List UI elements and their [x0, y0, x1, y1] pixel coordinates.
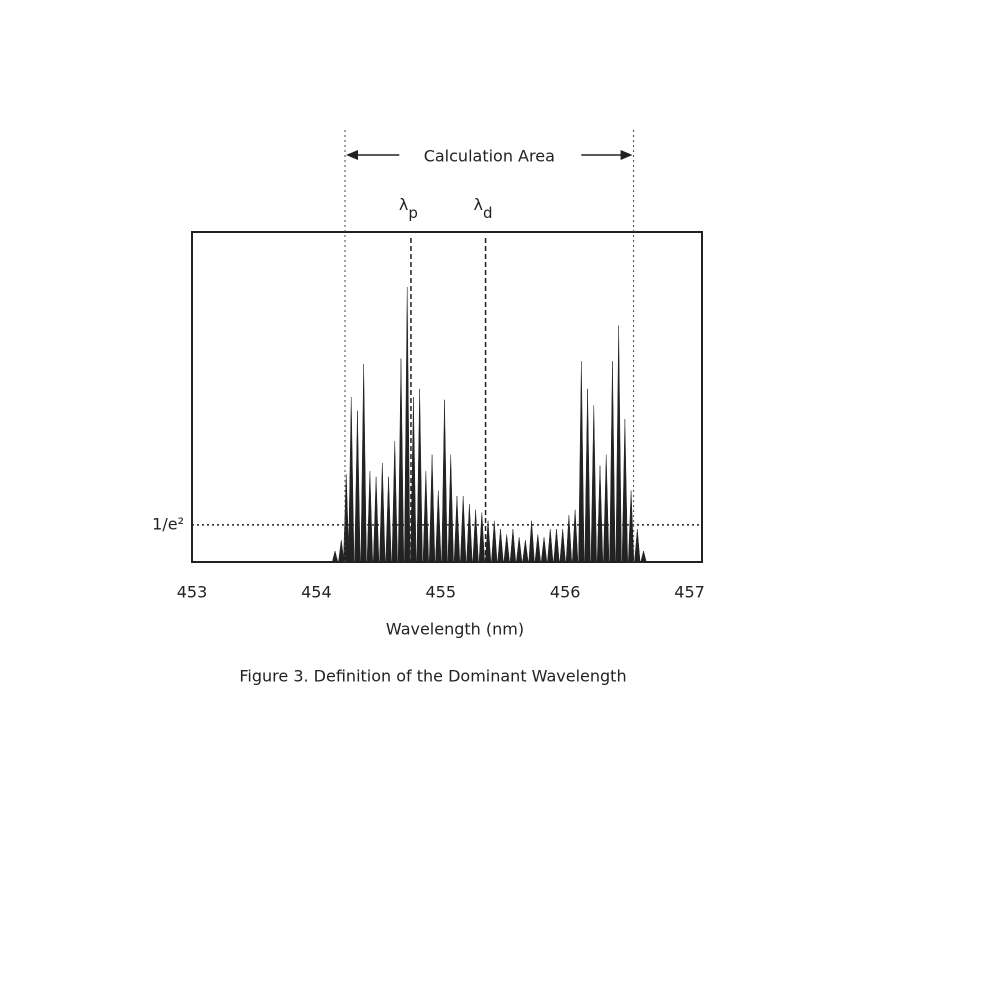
- marker-symbol: λ: [474, 195, 483, 214]
- spectral-peak: [615, 325, 622, 563]
- spectral-peak: [484, 520, 492, 563]
- spectral-peak: [590, 405, 597, 563]
- spectral-peak: [621, 418, 628, 563]
- spectral-peak: [603, 454, 610, 563]
- spectral-peak: [447, 454, 454, 563]
- spectral-peak: [478, 512, 485, 563]
- spectral-peak: [596, 465, 604, 563]
- marker-subscript: d: [483, 204, 493, 222]
- spectral-peak: [547, 528, 554, 563]
- spectral-peak: [497, 528, 504, 563]
- arrow-head: [346, 150, 358, 160]
- spectral-peak: [522, 539, 529, 563]
- arrow-head: [620, 150, 633, 160]
- spectral-peak: [397, 358, 405, 563]
- spectral-peak: [441, 399, 448, 563]
- caption: Figure 3. Definition of the Dominant Wav…: [239, 667, 626, 686]
- spectral-peak: [366, 471, 373, 563]
- calculation-area-label: Calculation Area: [424, 147, 555, 166]
- spectral-peak: [360, 363, 367, 563]
- spectral-peak: [422, 471, 429, 563]
- spectral-peak: [379, 462, 386, 563]
- spectral-peak: [472, 509, 479, 563]
- marker-symbol: λ: [399, 195, 408, 214]
- spectral-peak: [584, 388, 591, 563]
- spectral-peak: [528, 520, 535, 563]
- spectral-peak: [354, 410, 361, 563]
- spectral-peak: [429, 454, 436, 563]
- spectral-peak: [343, 473, 350, 563]
- spectral-peak: [516, 537, 523, 563]
- spectral-peak: [331, 550, 339, 563]
- spectral-peak: [373, 476, 380, 563]
- spectral-peak: [509, 528, 516, 563]
- spectral-peak: [628, 490, 635, 563]
- marker-subscript: p: [408, 204, 418, 222]
- marker-label: λp: [399, 195, 418, 222]
- spectral-peak: [578, 361, 585, 563]
- spectral-peak: [565, 515, 572, 563]
- spectral-peak: [416, 388, 423, 563]
- spectral-peak: [534, 534, 541, 563]
- x-tick-label: 457: [674, 583, 705, 602]
- spectral-peak: [503, 534, 510, 563]
- spectral-peak: [338, 539, 345, 563]
- spectral-peak: [453, 495, 461, 563]
- spectral-peak: [348, 396, 355, 563]
- y-tick-label: 1/e²: [152, 514, 184, 533]
- x-tick-label: 453: [177, 583, 208, 602]
- spectral-peak: [404, 286, 411, 563]
- x-tick-label: 454: [301, 583, 332, 602]
- spectral-peak: [634, 528, 641, 563]
- x-axis-label: Wavelength (nm): [386, 620, 524, 639]
- spectral-peak: [640, 550, 647, 563]
- spectral-peak: [410, 396, 417, 563]
- spectral-peak: [491, 520, 498, 563]
- spectral-peak: [540, 537, 548, 563]
- spectral-peak: [460, 495, 467, 563]
- spectral-peak: [466, 504, 473, 563]
- spectral-peak: [553, 528, 560, 563]
- spectral-peak: [391, 440, 398, 563]
- spectral-peak: [572, 509, 579, 563]
- spectral-peak: [609, 361, 616, 563]
- spectral-peak: [435, 490, 442, 563]
- x-tick-label: 455: [426, 583, 457, 602]
- spectral-peak: [559, 528, 566, 563]
- x-tick-label: 456: [550, 583, 581, 602]
- marker-label: λd: [474, 195, 493, 222]
- spectral-peak: [385, 476, 392, 563]
